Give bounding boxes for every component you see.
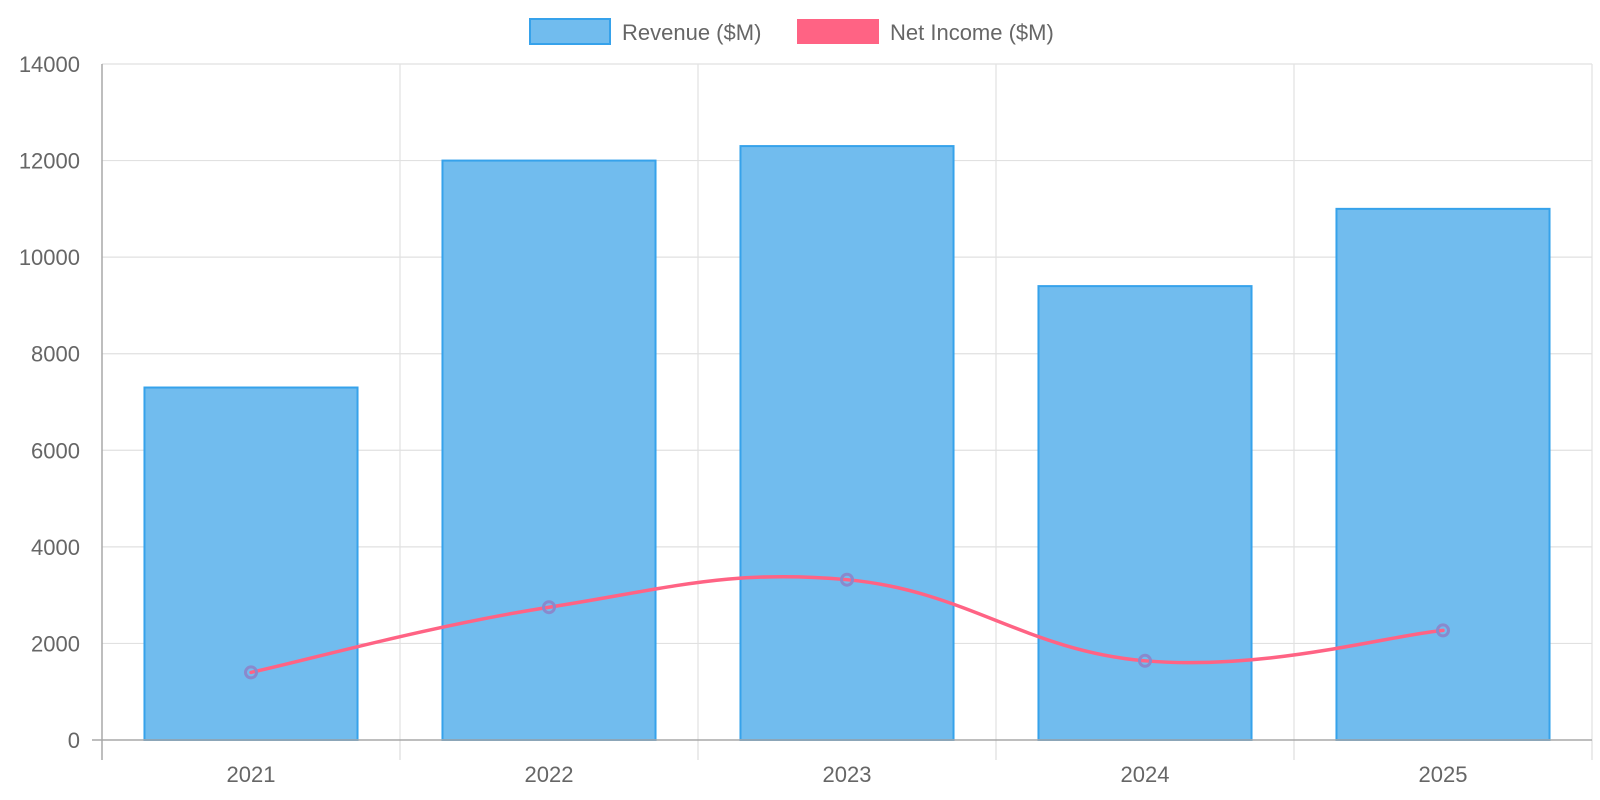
legend-swatch-net-income <box>797 19 879 44</box>
bar-revenue-2023[interactable] <box>739 145 955 742</box>
bar-revenue-2024[interactable] <box>1037 285 1253 741</box>
x-tick-label: 2024 <box>1121 762 1170 787</box>
point-net-income-2022[interactable] <box>542 600 556 615</box>
revenue-bars <box>143 145 1551 742</box>
point-net-income-2021[interactable] <box>244 665 258 680</box>
axes: 0 2000 4000 6000 8000 10000 12000 14000 2021 2022… <box>19 52 1593 787</box>
line-net-income[interactable] <box>249 574 1445 675</box>
y-tick-label: 0 <box>68 728 80 753</box>
point-net-income-2024[interactable] <box>1138 653 1152 668</box>
y-tick-label: 6000 <box>31 438 80 463</box>
legend-label-net-income: Net Income ($M) <box>890 20 1054 45</box>
x-tick-label: 2025 <box>1419 762 1468 787</box>
y-tick-label: 2000 <box>31 631 80 656</box>
point-net-income-2023[interactable] <box>840 572 854 587</box>
x-tick-label: 2022 <box>525 762 574 787</box>
y-tick-label: 12000 <box>19 149 80 174</box>
legend-item-net-income[interactable]: Net Income ($M) <box>797 19 1054 45</box>
legend-label-revenue: Revenue ($M) <box>622 20 761 45</box>
legend-swatch-revenue <box>529 18 611 45</box>
y-tick-label: 4000 <box>31 535 80 560</box>
legend-item-revenue[interactable]: Revenue ($M) <box>529 18 761 45</box>
y-tick-label: 10000 <box>19 245 80 270</box>
x-tick-label: 2023 <box>823 762 872 787</box>
y-tick-label: 8000 <box>31 342 80 367</box>
point-net-income-2025[interactable] <box>1436 623 1450 638</box>
bar-revenue-2025[interactable] <box>1335 207 1551 742</box>
x-tick-label: 2021 <box>227 762 276 787</box>
bar-revenue-2021[interactable] <box>143 386 359 741</box>
y-tick-label: 14000 <box>19 52 80 77</box>
net-income-line <box>244 572 1450 680</box>
bar-revenue-2022[interactable] <box>441 159 657 742</box>
legend[interactable]: Revenue ($M) Net Income ($M) <box>529 18 1054 45</box>
